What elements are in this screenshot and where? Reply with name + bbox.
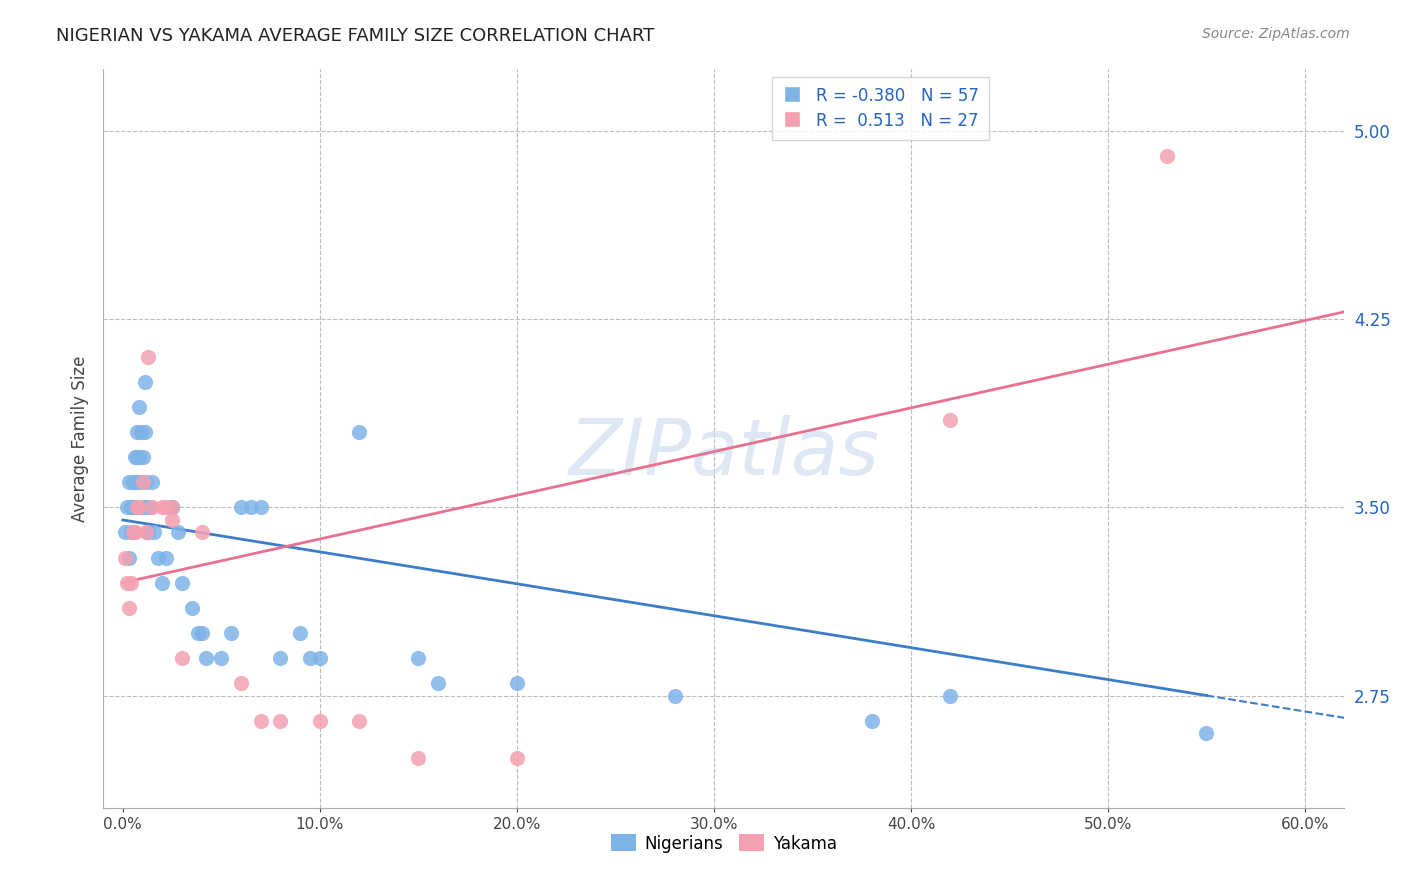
Point — [141, 475, 163, 490]
Point — [155, 550, 177, 565]
Point — [124, 450, 146, 465]
Point — [138, 525, 160, 540]
Point — [148, 550, 170, 565]
Point — [134, 425, 156, 440]
Point — [125, 450, 148, 465]
Point — [249, 714, 271, 728]
Point — [138, 350, 160, 364]
Point — [120, 525, 142, 540]
Point — [125, 500, 148, 515]
Point — [190, 625, 212, 640]
Point — [125, 425, 148, 440]
Point — [298, 651, 321, 665]
Point — [209, 651, 232, 665]
Point — [135, 475, 157, 490]
Point — [150, 500, 173, 515]
Point — [427, 676, 450, 690]
Point — [124, 500, 146, 515]
Point — [131, 450, 153, 465]
Point — [194, 651, 217, 665]
Point — [129, 475, 152, 490]
Point — [150, 575, 173, 590]
Point — [506, 676, 529, 690]
Point — [190, 525, 212, 540]
Y-axis label: Average Family Size: Average Family Size — [72, 355, 89, 522]
Text: NIGERIAN VS YAKAMA AVERAGE FAMILY SIZE CORRELATION CHART: NIGERIAN VS YAKAMA AVERAGE FAMILY SIZE C… — [56, 27, 655, 45]
Point — [141, 500, 163, 515]
Point — [121, 475, 143, 490]
Point — [229, 500, 252, 515]
Point — [170, 575, 193, 590]
Text: Source: ZipAtlas.com: Source: ZipAtlas.com — [1202, 27, 1350, 41]
Point — [408, 651, 430, 665]
Point — [187, 625, 209, 640]
Point — [860, 714, 883, 728]
Point — [939, 412, 962, 426]
Point — [664, 689, 686, 703]
Point — [125, 475, 148, 490]
Point — [121, 500, 143, 515]
Point — [229, 676, 252, 690]
Point — [124, 475, 146, 490]
Point — [120, 500, 142, 515]
Point — [160, 500, 183, 515]
Point — [160, 500, 183, 515]
Point — [129, 425, 152, 440]
Point — [308, 651, 330, 665]
Point — [269, 714, 291, 728]
Point — [408, 751, 430, 765]
Point — [143, 525, 166, 540]
Point — [239, 500, 262, 515]
Point — [115, 575, 138, 590]
Point — [1156, 149, 1178, 163]
Point — [160, 513, 183, 527]
Point — [219, 625, 242, 640]
Point — [115, 500, 138, 515]
Point — [349, 714, 371, 728]
Legend: R = -0.380   N = 57, R =  0.513   N = 27: R = -0.380 N = 57, R = 0.513 N = 27 — [772, 77, 988, 140]
Point — [167, 525, 190, 540]
Point — [135, 525, 157, 540]
Point — [121, 525, 143, 540]
Point — [120, 575, 142, 590]
Point — [135, 500, 157, 515]
Text: ZIPatlas: ZIPatlas — [568, 416, 879, 491]
Point — [139, 500, 162, 515]
Point — [506, 751, 529, 765]
Point — [180, 600, 202, 615]
Point — [118, 550, 141, 565]
Point — [128, 450, 150, 465]
Point — [128, 400, 150, 414]
Point — [134, 375, 156, 389]
Point — [160, 500, 183, 515]
Point — [118, 600, 141, 615]
Point — [128, 500, 150, 515]
Point — [118, 475, 141, 490]
Point — [121, 525, 143, 540]
Point — [131, 475, 153, 490]
Point — [349, 425, 371, 440]
Point — [939, 689, 962, 703]
Point — [155, 500, 177, 515]
Point — [269, 651, 291, 665]
Point — [1195, 726, 1218, 740]
Point — [308, 714, 330, 728]
Point — [288, 625, 311, 640]
Point — [124, 525, 146, 540]
Point — [114, 550, 136, 565]
Point — [249, 500, 271, 515]
Point — [170, 651, 193, 665]
Point — [114, 525, 136, 540]
Point — [131, 500, 153, 515]
